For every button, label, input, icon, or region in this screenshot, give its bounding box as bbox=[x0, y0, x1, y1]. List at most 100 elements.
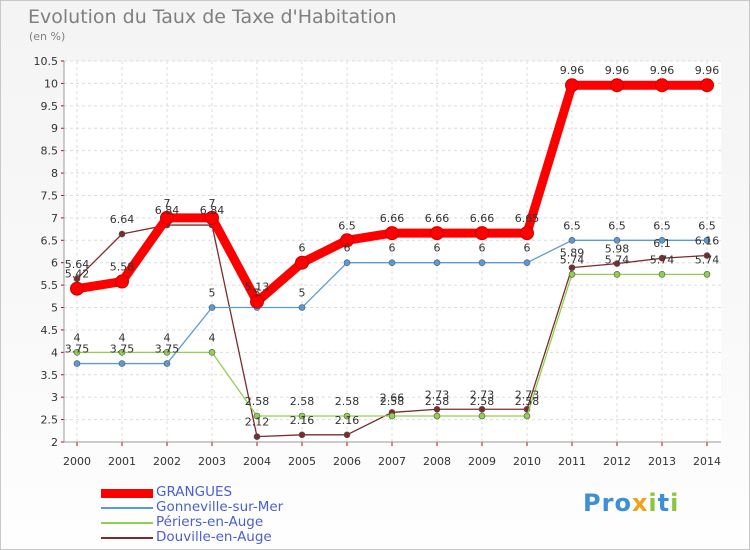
data-label: 4 bbox=[74, 331, 81, 344]
data-point bbox=[658, 236, 666, 244]
x-tick-label: 2013 bbox=[648, 455, 676, 468]
legend-label: Douville-en-Auge bbox=[156, 529, 272, 545]
data-point bbox=[343, 259, 351, 267]
data-point bbox=[73, 360, 81, 367]
x-tick-label: 2014 bbox=[693, 455, 721, 468]
y-tick-label: 5 bbox=[51, 302, 58, 315]
data-point bbox=[163, 360, 171, 367]
y-tick-label: 8.5 bbox=[41, 145, 59, 158]
x-tick-label: 2001 bbox=[108, 455, 136, 468]
y-tick-label: 7.5 bbox=[41, 189, 59, 202]
plot-area bbox=[64, 61, 721, 442]
data-point bbox=[205, 210, 219, 225]
x-tick-label: 2008 bbox=[423, 455, 451, 468]
data-point bbox=[208, 304, 216, 311]
data-label: 2.58 bbox=[515, 395, 540, 408]
data-label: 5.74 bbox=[695, 253, 720, 266]
data-point bbox=[475, 226, 489, 241]
data-label: 3.75 bbox=[65, 343, 90, 356]
x-tick-label: 2012 bbox=[603, 455, 631, 468]
data-point bbox=[613, 271, 621, 278]
data-point bbox=[430, 226, 444, 241]
y-tick-label: 10 bbox=[44, 77, 58, 90]
data-point bbox=[298, 304, 306, 311]
data-label: 5.64 bbox=[65, 258, 90, 271]
y-tick-label: 9 bbox=[51, 122, 58, 135]
data-point bbox=[523, 259, 531, 267]
data-point bbox=[73, 349, 81, 356]
line-chart: 2 2.5 3 3.5 4 4.5 5 5.5 6 6.5 7 7.5 8 8.5 9 9.5 10 10.5 20… bbox=[34, 55, 721, 468]
y-tick-label: 6 bbox=[51, 257, 58, 270]
data-label: 9.96 bbox=[695, 64, 720, 77]
data-label: 7 bbox=[209, 197, 216, 210]
data-label: 2.73 bbox=[470, 388, 495, 401]
data-label: 5.89 bbox=[560, 247, 585, 260]
x-tick-label: 2002 bbox=[153, 455, 181, 468]
y-tick-label: 9.5 bbox=[41, 100, 59, 113]
data-point bbox=[115, 274, 129, 289]
legend-label: GRANGUES bbox=[156, 484, 233, 500]
y-tick-label: 3 bbox=[51, 391, 58, 404]
legend-swatch bbox=[101, 537, 153, 539]
legend-label: Gonneville-sur-Mer bbox=[156, 499, 284, 515]
data-point bbox=[163, 349, 171, 356]
y-tick-label: 4 bbox=[51, 346, 58, 359]
proxiti-logo: Proxiti bbox=[583, 489, 680, 517]
x-tick-label: 2010 bbox=[513, 455, 541, 468]
legend-swatch bbox=[101, 507, 153, 509]
data-label: 6 bbox=[389, 242, 396, 255]
data-label: 4 bbox=[209, 331, 216, 344]
data-label: 5.98 bbox=[605, 243, 630, 256]
data-label: 6.5 bbox=[653, 219, 671, 232]
data-label: 2.58 bbox=[425, 395, 450, 408]
data-point bbox=[655, 78, 669, 93]
data-point bbox=[520, 226, 534, 241]
data-label: 6 bbox=[524, 242, 531, 255]
data-point bbox=[295, 255, 309, 270]
data-label: 2.16 bbox=[335, 414, 360, 427]
data-label: 6.66 bbox=[380, 212, 405, 225]
data-point bbox=[568, 264, 576, 271]
data-label: 6.84 bbox=[200, 204, 225, 217]
data-label: 4 bbox=[119, 331, 126, 344]
y-tick-label: 2.5 bbox=[41, 414, 59, 427]
data-point bbox=[613, 236, 621, 244]
data-label: 7 bbox=[164, 197, 171, 210]
data-label: 6 bbox=[434, 242, 441, 255]
data-point bbox=[298, 431, 306, 439]
data-point bbox=[613, 260, 621, 267]
data-point bbox=[343, 431, 351, 439]
data-label: 6.84 bbox=[155, 204, 180, 217]
data-label: 6.66 bbox=[470, 212, 495, 225]
data-point bbox=[118, 360, 126, 367]
data-point bbox=[340, 233, 354, 248]
data-point bbox=[70, 281, 84, 296]
data-point bbox=[298, 412, 306, 420]
data-point bbox=[343, 412, 351, 420]
data-label: 2.58 bbox=[380, 395, 405, 408]
data-point bbox=[433, 412, 441, 420]
data-point bbox=[253, 433, 261, 440]
data-label: 5.74 bbox=[560, 253, 585, 266]
x-tick-label: 2007 bbox=[378, 455, 406, 468]
data-point bbox=[118, 349, 126, 356]
data-point bbox=[250, 294, 264, 309]
data-label: 6 bbox=[479, 242, 486, 255]
data-point bbox=[703, 271, 711, 278]
data-label: 5.74 bbox=[605, 253, 630, 266]
data-label: 9.96 bbox=[650, 64, 675, 77]
x-tick-label: 2003 bbox=[198, 455, 226, 468]
data-point bbox=[118, 230, 126, 238]
data-point bbox=[385, 226, 399, 241]
chart-unit: (en %) bbox=[29, 30, 66, 43]
data-label: 2.16 bbox=[290, 414, 315, 427]
data-label: 4 bbox=[164, 331, 171, 344]
data-label: 6 bbox=[344, 242, 351, 255]
data-label: 5 bbox=[209, 287, 216, 300]
data-point bbox=[658, 254, 666, 262]
data-point bbox=[610, 78, 624, 93]
data-label: 3.75 bbox=[110, 343, 135, 356]
y-tick-label: 6.5 bbox=[41, 234, 59, 247]
chart-title: Evolution du Taux de Taxe d'Habitation bbox=[28, 6, 397, 28]
